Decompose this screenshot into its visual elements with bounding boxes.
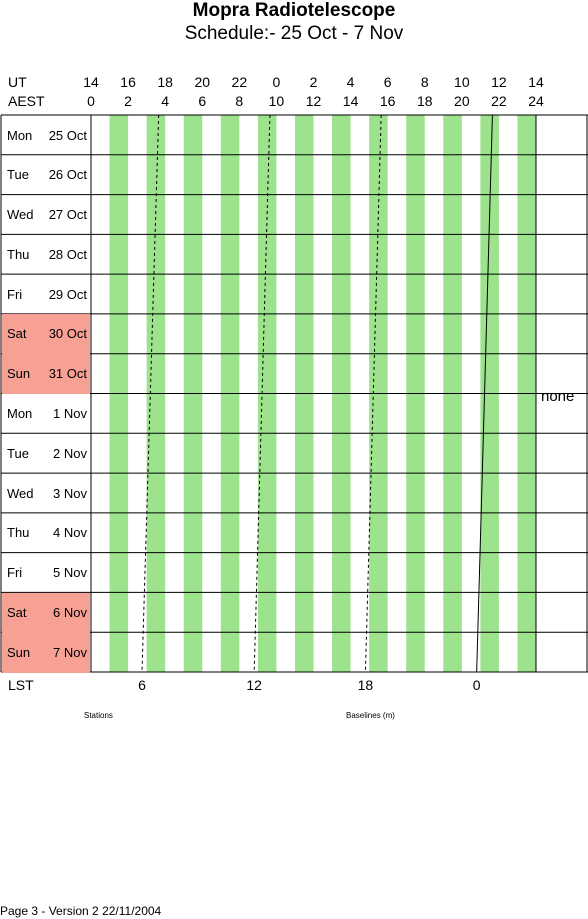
day-name: Tue xyxy=(7,167,29,183)
ut-tick-label: 6 xyxy=(383,74,392,90)
day-name: Fri xyxy=(7,286,23,302)
day-row-label: Wed 3 Nov xyxy=(2,474,90,514)
ut-tick-label: 20 xyxy=(194,74,211,90)
day-row-label: Sat 6 Nov xyxy=(2,592,90,633)
aest-tick-label: 24 xyxy=(528,93,544,109)
ut-tick-label: 12 xyxy=(491,74,507,90)
aest-tick-label: 20 xyxy=(454,93,470,109)
ut-tick-label: 8 xyxy=(420,74,429,90)
ut-tick-label: 0 xyxy=(272,74,281,90)
aest-tick-label: 14 xyxy=(342,93,359,109)
day-name: Sat xyxy=(7,326,27,342)
ut-tick-label: 4 xyxy=(346,74,355,90)
day-row-label: Fri 5 Nov xyxy=(2,553,90,593)
day-date: 3 Nov xyxy=(53,485,87,501)
day-date: 31 Oct xyxy=(48,366,87,382)
day-date: 26 Oct xyxy=(48,167,87,183)
day-row-label: Sun 31 Oct xyxy=(2,354,90,395)
aest-tick-label: 18 xyxy=(416,93,433,109)
lst-tick-label: 12 xyxy=(246,677,262,693)
ut-tick-label: 2 xyxy=(309,74,318,90)
day-name: Sat xyxy=(7,604,27,620)
ut-tick-label: 14 xyxy=(528,74,544,90)
day-name: Fri xyxy=(7,565,23,581)
aest-tick-label: 0 xyxy=(87,93,95,109)
aest-tick-label: 10 xyxy=(268,93,285,109)
day-row-label: Thu 4 Nov xyxy=(2,513,90,553)
lst-tick-label: 0 xyxy=(472,677,481,693)
lst-tick-label: 18 xyxy=(357,677,374,693)
day-date: 7 Nov xyxy=(53,644,87,660)
day-row-label: Tue 2 Nov xyxy=(2,434,90,474)
baselines-label: Baselines (m) xyxy=(346,711,395,720)
day-name: Thu xyxy=(7,246,30,262)
ut-tick-label: 18 xyxy=(157,74,173,90)
chart-title: Mopra Radiotelescope xyxy=(192,0,396,21)
day-name: Sun xyxy=(7,644,31,660)
ut-axis-label: UT xyxy=(8,74,27,90)
day-name: Mon xyxy=(7,406,33,421)
lst-axis-label: LST xyxy=(8,677,34,693)
day-date: 27 Oct xyxy=(48,207,87,223)
day-row-label: Wed 27 Oct xyxy=(2,195,90,235)
day-name: Wed xyxy=(7,485,34,501)
day-date: 4 Nov xyxy=(53,525,87,541)
lst-tick-label: 6 xyxy=(138,677,146,693)
day-row-label: Mon 25 Oct xyxy=(2,116,90,156)
day-date: 5 Nov xyxy=(53,565,87,581)
day-date: 1 Nov xyxy=(53,406,87,421)
day-date: 25 Oct xyxy=(48,127,87,143)
day-date: 30 Oct xyxy=(48,326,87,342)
day-row-label: Mon 1 Nov xyxy=(2,394,90,434)
chart-subtitle: Schedule:- 25 Oct - 7 Nov xyxy=(184,23,404,44)
aest-axis-label: AEST xyxy=(8,93,45,109)
day-row-label: Sat 30 Oct xyxy=(2,314,90,355)
day-name: Tue xyxy=(7,445,29,461)
day-date: 29 Oct xyxy=(48,286,87,302)
day-row-label: Thu 28 Oct xyxy=(2,235,90,275)
aest-tick-label: 22 xyxy=(491,93,507,109)
ut-tick-label: 14 xyxy=(83,74,99,90)
ut-tick-label: 10 xyxy=(454,74,470,90)
aest-tick-label: 2 xyxy=(124,93,132,109)
page-footer: Page 3 - Version 2 22/11/2004 xyxy=(0,904,162,918)
day-row-label: Tue 26 Oct xyxy=(2,155,90,195)
day-date: 28 Oct xyxy=(48,246,87,262)
day-date: 2 Nov xyxy=(53,445,87,461)
day-name: Mon xyxy=(7,127,33,143)
day-name: Wed xyxy=(7,207,34,223)
stations-label: Stations xyxy=(84,711,113,720)
aest-tick-label: 12 xyxy=(305,93,322,109)
aest-tick-label: 4 xyxy=(161,93,170,109)
aest-tick-label: 8 xyxy=(235,93,244,109)
ut-tick-label: 16 xyxy=(120,74,136,90)
day-date: 6 Nov xyxy=(53,604,87,620)
day-name: Thu xyxy=(7,525,30,541)
day-row-label: Sun 7 Nov xyxy=(2,632,90,673)
ut-tick-label: 22 xyxy=(231,74,248,90)
aest-tick-label: 16 xyxy=(379,93,396,109)
aest-tick-label: 6 xyxy=(198,93,207,109)
day-name: Sun xyxy=(7,366,31,382)
day-row-label: Fri 29 Oct xyxy=(2,275,90,315)
none-label: none xyxy=(541,388,575,405)
